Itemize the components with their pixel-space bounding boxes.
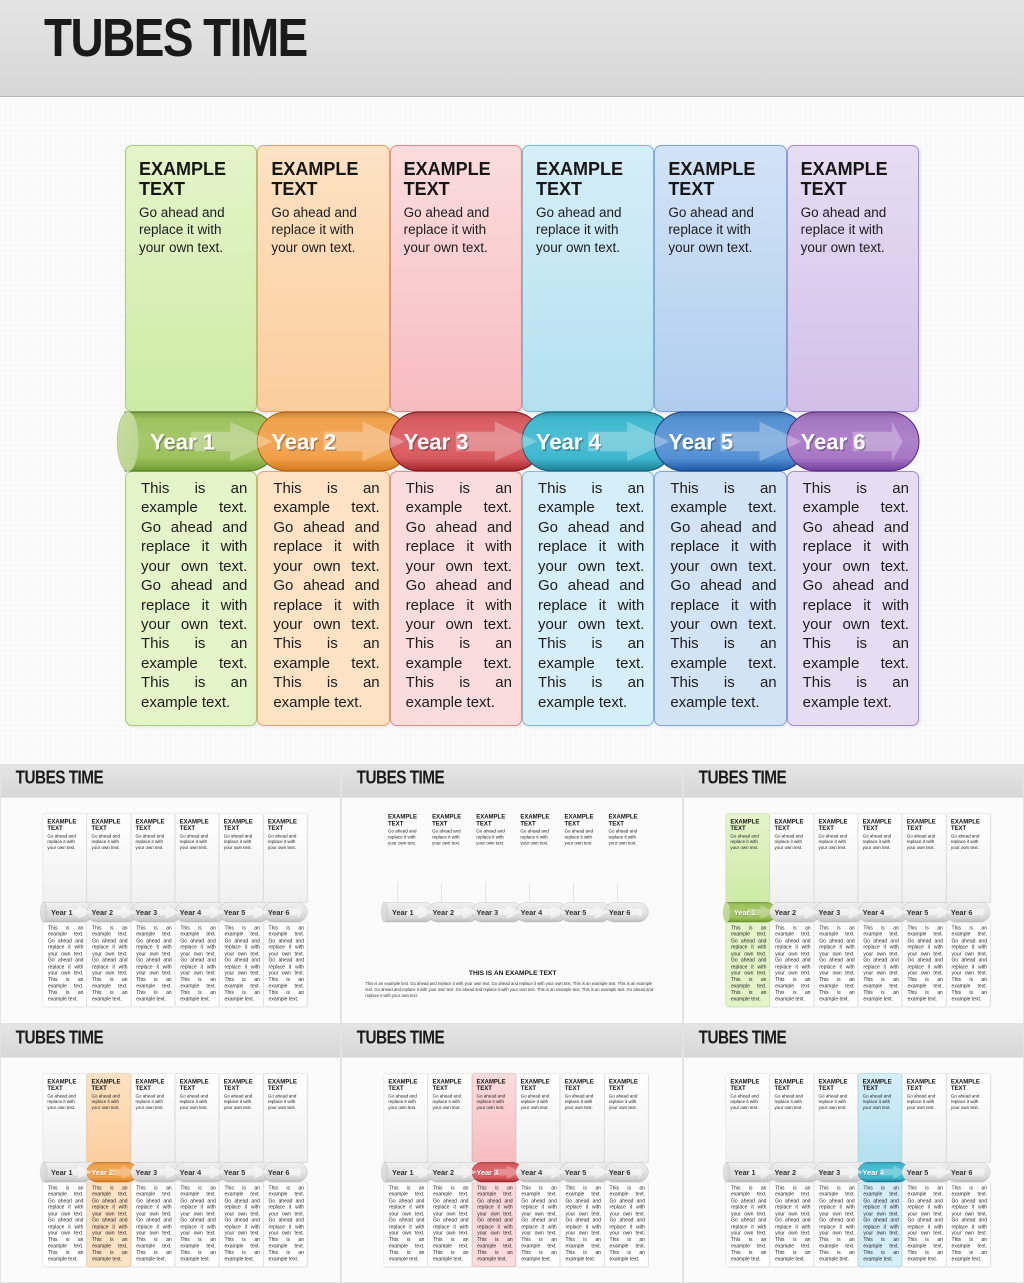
svg-text:Year 3: Year 3 (477, 908, 499, 917)
svg-text:Year 3: Year 3 (136, 908, 158, 917)
svg-text:Year 5: Year 5 (906, 1167, 928, 1176)
svg-text:Year 3: Year 3 (818, 908, 840, 917)
svg-text:Year 5: Year 5 (565, 908, 587, 917)
svg-text:Year 1: Year 1 (734, 908, 756, 917)
svg-text:Year 5: Year 5 (565, 1167, 587, 1176)
svg-text:Year 5: Year 5 (224, 908, 246, 917)
svg-text:Year 3: Year 3 (477, 1167, 499, 1176)
svg-text:Year 1: Year 1 (734, 1167, 756, 1176)
svg-text:Year 2: Year 2 (433, 1167, 455, 1176)
svg-text:Year 5: Year 5 (906, 908, 928, 917)
svg-text:Year 1: Year 1 (51, 908, 73, 917)
svg-text:Year 5: Year 5 (668, 429, 733, 454)
svg-text:Year 2: Year 2 (774, 908, 796, 917)
svg-text:Year 6: Year 6 (951, 1167, 973, 1176)
svg-text:Year 4: Year 4 (180, 908, 203, 917)
svg-text:Year 4: Year 4 (180, 1167, 203, 1176)
svg-text:Year 6: Year 6 (268, 908, 290, 917)
svg-text:Year 2: Year 2 (433, 908, 455, 917)
svg-text:Year 3: Year 3 (818, 1167, 840, 1176)
svg-text:Year 4: Year 4 (521, 1167, 544, 1176)
svg-text:Year 1: Year 1 (392, 908, 414, 917)
svg-text:Year 6: Year 6 (609, 1167, 631, 1176)
svg-text:Year 2: Year 2 (91, 1167, 113, 1176)
svg-text:Year 6: Year 6 (609, 908, 631, 917)
svg-text:Year 2: Year 2 (91, 908, 113, 917)
svg-text:Year 6: Year 6 (268, 1167, 290, 1176)
svg-text:Year 4: Year 4 (862, 1167, 885, 1176)
svg-text:Year 1: Year 1 (51, 1167, 73, 1176)
svg-text:Year 1: Year 1 (392, 1167, 414, 1176)
svg-text:Year 4: Year 4 (521, 908, 544, 917)
svg-text:Year 4: Year 4 (536, 429, 602, 454)
svg-text:Year 3: Year 3 (136, 1167, 158, 1176)
svg-text:Year 3: Year 3 (404, 429, 469, 454)
svg-text:Year 2: Year 2 (774, 1167, 796, 1176)
svg-text:Year 2: Year 2 (271, 429, 336, 454)
svg-text:Year 6: Year 6 (951, 908, 973, 917)
svg-text:Year 5: Year 5 (224, 1167, 246, 1176)
svg-text:Year 6: Year 6 (801, 429, 866, 454)
svg-text:Year 4: Year 4 (862, 908, 885, 917)
svg-text:Year 1: Year 1 (150, 429, 215, 454)
